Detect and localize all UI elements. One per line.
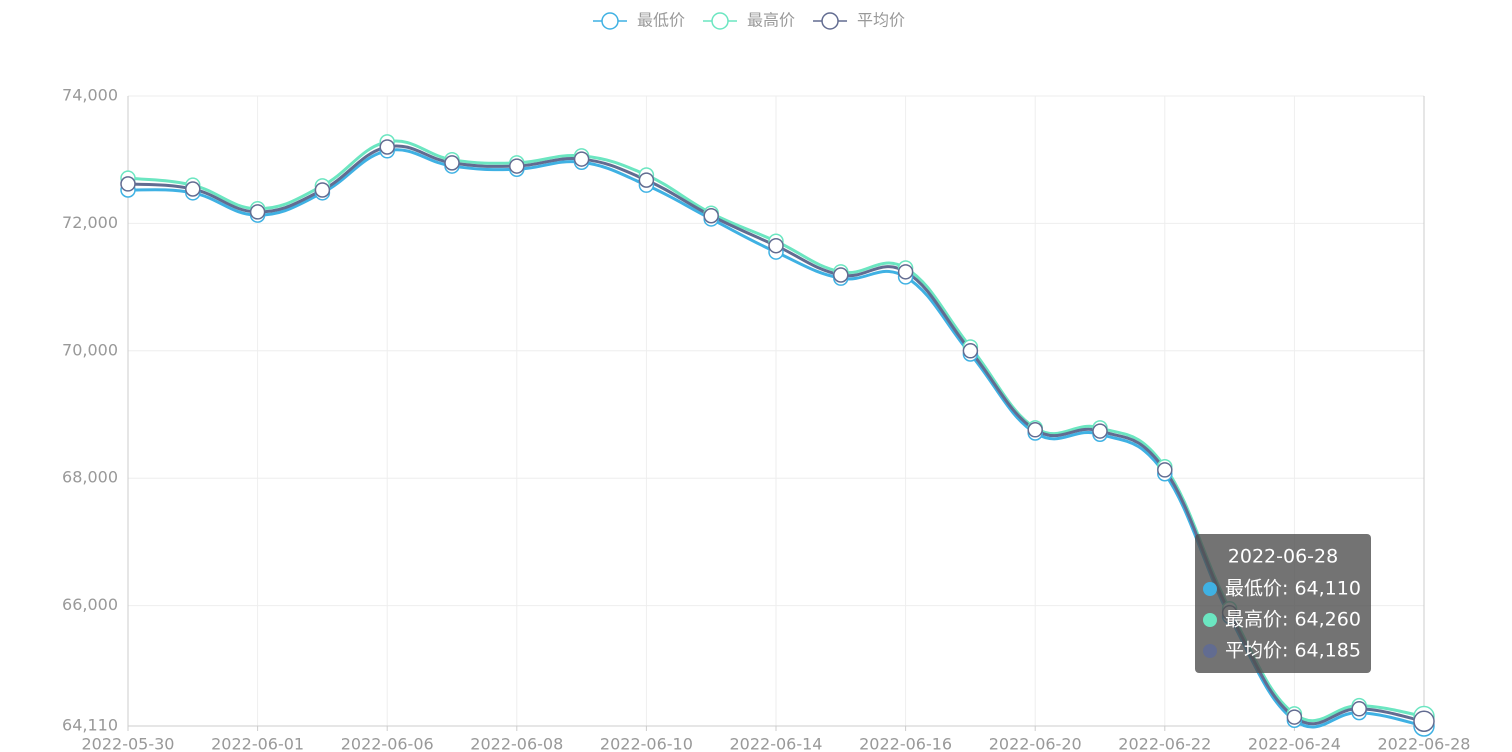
data-point [573, 151, 590, 167]
legend-label[interactable]: 平均价 [857, 11, 905, 30]
data-point [703, 208, 719, 224]
data-point [509, 158, 525, 174]
tooltip-item: 平均价: 64,185 [1225, 640, 1361, 662]
x-tick-label: 2022-06-28 [1378, 735, 1471, 752]
data-point [379, 139, 395, 155]
y-tick-label: 64,110 [62, 716, 118, 735]
x-tick-label: 2022-06-22 [1118, 735, 1211, 752]
tooltip-dot [1203, 613, 1217, 627]
data-point [1286, 709, 1303, 725]
legend-label[interactable]: 最高价 [747, 11, 795, 30]
data-point [1413, 710, 1435, 732]
data-point [120, 176, 136, 192]
x-tick-label: 2022-06-08 [470, 735, 563, 752]
data-point [444, 155, 460, 171]
data-point [897, 264, 914, 280]
tooltip-dot [1203, 644, 1217, 658]
y-tick-label: 70,000 [62, 340, 118, 359]
legend-icon [711, 12, 729, 30]
data-point [768, 237, 784, 254]
legend-icon [601, 12, 619, 30]
data-point [249, 204, 266, 220]
tooltip-dot [1203, 582, 1217, 596]
data-point [833, 267, 849, 283]
y-tick-label: 74,000 [62, 86, 118, 105]
x-tick-label: 2022-06-16 [859, 735, 952, 752]
data-point [1092, 423, 1108, 439]
data-point [185, 181, 201, 197]
data-point [1157, 462, 1173, 478]
legend-icon [821, 12, 839, 30]
x-tick-label: 2022-06-20 [989, 735, 1082, 752]
x-tick-label: 2022-06-06 [341, 735, 434, 752]
x-tick-label: 2022-06-24 [1248, 735, 1341, 752]
legend-label[interactable]: 最低价 [637, 11, 685, 30]
tooltip: 2022-06-28 最低价: 64,110 最高价: 64,260 平均价: 64,… [1195, 534, 1371, 673]
tooltip-title: 2022-06-28 [1228, 546, 1338, 568]
y-tick-label: 72,000 [62, 213, 118, 232]
tooltip-item: 最高价: 64,260 [1225, 609, 1361, 631]
x-tick-label: 2022-06-01 [211, 735, 304, 752]
y-tick-label: 68,000 [62, 468, 118, 487]
data-point [1027, 422, 1043, 438]
tooltip-box [1195, 534, 1371, 673]
x-tick-label: 2022-06-10 [600, 735, 693, 752]
y-tick-label: 66,000 [62, 595, 118, 614]
legend: 最低价 最高价 平均价 [593, 11, 905, 30]
data-point [638, 172, 655, 188]
data-point [314, 182, 331, 198]
data-point [1351, 701, 1367, 717]
x-tick-label: 2022-05-30 [82, 735, 175, 752]
x-tick-label: 2022-06-14 [730, 735, 823, 752]
tooltip-item: 最低价: 64,110 [1225, 578, 1361, 600]
data-point [962, 343, 979, 359]
